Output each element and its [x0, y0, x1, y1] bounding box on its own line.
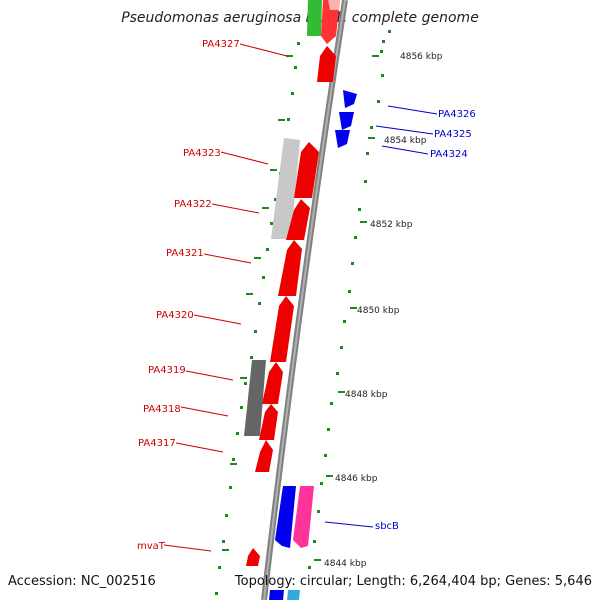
ruler-label-4856: 4856 kbp: [400, 52, 443, 62]
gene-label-pa4324: PA4324: [430, 149, 468, 160]
gene-label-pa4325: PA4325: [434, 129, 472, 140]
ruler-label-4846: 4846 kbp: [335, 474, 378, 484]
ruler-labels: 4856 kbp 4854 kbp 4852 kbp 4850 kbp 4848…: [324, 52, 443, 569]
ruler-label-4848: 4848 kbp: [345, 390, 388, 400]
gene-labels: PA4327 PA4326 PA4325 PA4324 PA4323 PA432…: [137, 39, 476, 552]
gene-label-pa4326: PA4326: [438, 109, 476, 120]
major-ticks: [222, 55, 379, 561]
gene-label-pa4317: PA4317: [138, 438, 176, 449]
gene-label-mvat: mvaT: [137, 541, 166, 552]
tick-marks-outer: [308, 30, 391, 569]
genome-summary-text: Topology: circular; Length: 6,264,404 bp…: [234, 574, 592, 589]
ruler-label-4854: 4854 kbp: [384, 136, 427, 146]
gene-arrows: [244, 0, 357, 600]
ruler-label-4850: 4850 kbp: [357, 306, 400, 316]
accession-text: Accession: NC_002516: [8, 574, 156, 589]
ruler-label-4852: 4852 kbp: [370, 220, 413, 230]
gene-label-pa4323: PA4323: [183, 148, 221, 159]
gene-label-pa4322: PA4322: [174, 199, 212, 210]
gene-label-pa4321: PA4321: [166, 248, 204, 259]
gene-label-pa4327: PA4327: [202, 39, 240, 50]
gene-label-pa4320: PA4320: [156, 310, 194, 321]
ruler-label-4844: 4844 kbp: [324, 559, 367, 569]
gene-label-sbcb: sbcB: [375, 521, 399, 532]
map-title: Pseudomonas aeruginosa PAO1, complete ge…: [121, 10, 479, 26]
gene-label-pa4319: PA4319: [148, 365, 186, 376]
label-leader-lines: [163, 43, 438, 552]
gene-label-pa4318: PA4318: [143, 404, 181, 415]
